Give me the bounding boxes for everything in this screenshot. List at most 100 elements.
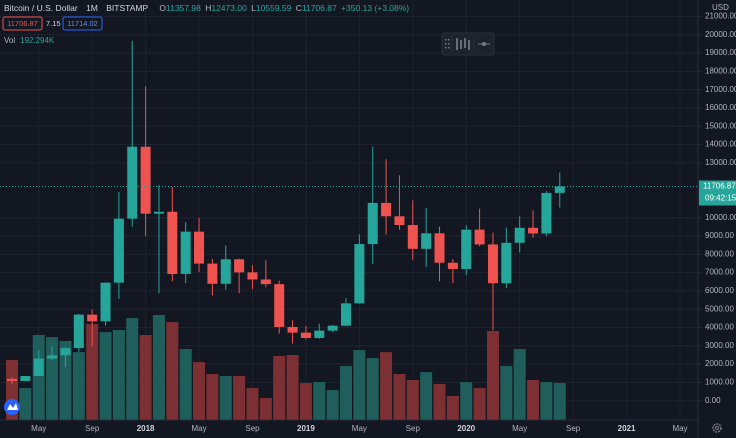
volume-bar [353,350,366,420]
volume-bar [299,383,312,420]
ohlc-key: H [205,3,211,13]
candle-body [501,242,512,284]
volume-bar [193,362,206,420]
spread: 7.15 [46,19,61,28]
interval: 1M [86,3,98,13]
y-tick-label: 1000.00 [705,378,734,387]
volume-bar [233,375,246,420]
settings-button[interactable] [712,423,722,433]
candle-body [194,231,205,264]
volume-bar [126,318,139,420]
candle-body [554,186,565,193]
x-tick-label: 2018 [137,424,155,433]
y-tick-label: 0.00 [705,396,721,405]
logo-button[interactable] [4,399,20,415]
y-tick-label: 4000.00 [705,323,734,332]
volume-bar [59,340,72,420]
x-tick-label: May [672,424,687,433]
candle-body [421,233,432,249]
candle-body [33,358,44,377]
volume-bar [166,322,179,420]
volume-bar [246,388,259,420]
volume-pane [6,315,566,420]
y-tick-label: 18000.00 [705,66,736,75]
x-tick-label: May [352,424,367,433]
ask-box[interactable] [62,16,103,31]
volume-bar [433,384,446,420]
volume-bar [72,352,85,420]
candle-body [247,272,258,280]
candle-body [287,326,298,333]
y-tick-label: 2000.00 [705,359,734,368]
ask-price[interactable]: 11714.02 [67,19,98,28]
y-tick-label: 17000.00 [705,85,736,94]
x-tick-label: Sep [406,424,421,433]
candle-body [354,244,365,304]
y-tick-label: 13000.00 [705,158,736,167]
candle-body [140,146,151,214]
volume-bar [259,398,272,420]
volume-bar [286,355,299,420]
ohlc-key: C [296,3,302,13]
bid-price[interactable]: 11706.87 [7,19,38,28]
volume-bar [219,375,232,420]
candle-body [73,314,84,349]
y-tick-label: 9000.00 [705,231,734,240]
volume-key: Vol [4,36,15,45]
volume-bar [527,380,540,420]
x-tick-label: 2019 [297,424,315,433]
x-tick-label: Sep [85,424,100,433]
candle-body [207,263,218,284]
volume-bar [420,372,433,420]
toolbar-bg [441,32,495,56]
volume-bar [139,335,152,420]
y-tick-label: 5000.00 [705,304,734,313]
volume-bar [366,358,379,420]
candle-body [127,146,138,219]
candle-body [447,262,458,269]
drag-handle[interactable] [445,39,450,49]
candle-body [314,330,325,338]
volume-bar [326,390,339,420]
candle-body [434,233,445,263]
currency-label: USD [712,3,729,12]
candle-body [394,216,405,226]
y-tick-label: 3000.00 [705,341,734,350]
volume-bar [473,388,486,420]
change: +350.13 (+3.08%) [341,3,409,13]
bid-box[interactable] [2,16,43,31]
candle-body [113,218,124,283]
candle-body [153,211,164,214]
x-tick-label: 2021 [618,424,636,433]
ohlc-value: 12473.00 [211,3,247,13]
x-tick-label: Sep [245,424,260,433]
line-tool-button[interactable] [478,42,490,46]
volume-bar [406,380,419,420]
candle-body [300,332,311,338]
candle-body [381,202,392,217]
y-tick-label: 19000.00 [705,48,736,57]
last-price-label: 11706.87 [703,182,736,191]
volume-bar [32,335,45,420]
candle-body [234,259,245,273]
candle-body [20,376,31,381]
volume-bar [513,349,526,420]
ohlc-value: 10559.59 [256,3,292,13]
y-tick-label: 16000.00 [705,103,736,112]
candle-body [528,227,539,234]
volume-bar [152,315,165,420]
symbol: Bitcoin / U.S. Dollar [4,3,78,13]
volume-value: 192.294K [20,36,55,45]
candle-body [180,231,191,274]
floating-toolbar[interactable] [441,32,495,56]
volume-bar [340,365,352,420]
volume-bar [540,382,553,420]
candle-body [514,227,525,243]
volume-bar [393,374,406,420]
candle-body [474,229,485,245]
volume-bar [179,349,192,420]
y-tick-label: 15000.00 [705,121,736,130]
candle-body [274,284,285,327]
bars-style-button[interactable] [456,38,470,50]
volume-bar [313,382,326,420]
